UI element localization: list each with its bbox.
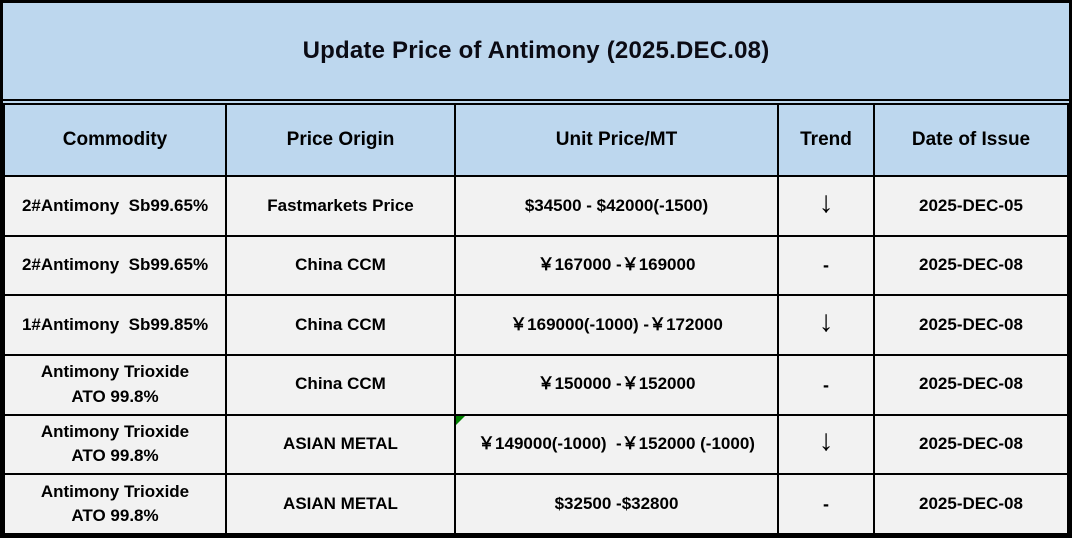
date-of-issue-cell: 2025-DEC-08 (873, 294, 1069, 356)
table-row: 2#Antimony Sb99.65% Fastmarkets Price $345… (3, 175, 1069, 237)
column-header-commodity: Commodity (3, 103, 227, 177)
date-of-issue-cell: 2025-DEC-08 (873, 353, 1069, 416)
unit-price-cell: $34500 - $42000(-1500) (454, 175, 779, 237)
column-header-unit-price: Unit Price/MT (454, 103, 779, 177)
commodity-cell: 2#Antimony Sb99.65% (3, 234, 227, 297)
unit-price-cell: ￥149000(-1000) -￥152000 (-1000) (454, 413, 779, 476)
trend-cell: - (777, 234, 875, 297)
table-row: Antimony Trioxide ATO 99.8% ASIAN METAL ￥1… (3, 413, 1069, 476)
price-origin-cell: ASIAN METAL (225, 473, 456, 535)
price-origin-cell: China CCM (225, 294, 456, 356)
commodity-cell: Antimony Trioxide ATO 99.8% (3, 473, 227, 535)
price-table: Commodity Price Origin Unit Price/MT Tre… (3, 103, 1069, 535)
commodity-cell: 2#Antimony Sb99.65% (3, 175, 227, 237)
title-bar: Update Price of Antimony (2025.DEC.08) (3, 3, 1069, 101)
unit-price-cell: $32500 -$32800 (454, 473, 779, 535)
unit-price-cell: ￥169000(-1000) -￥172000 (454, 294, 779, 356)
column-header-date-of-issue: Date of Issue (873, 103, 1069, 177)
trend-down-arrow-icon: ↓ (777, 294, 875, 356)
table-row: Antimony Trioxide ATO 99.8% China CCM ￥150… (3, 353, 1069, 416)
page-title: Update Price of Antimony (2025.DEC.08) (302, 37, 770, 64)
commodity-cell: Antimony Trioxide ATO 99.8% (3, 413, 227, 476)
table-row: 2#Antimony Sb99.65% China CCM ￥167000 -￥16… (3, 234, 1069, 297)
price-origin-cell: China CCM (225, 353, 456, 416)
column-header-trend: Trend (777, 103, 875, 177)
price-origin-cell: China CCM (225, 234, 456, 297)
table-body: 2#Antimony Sb99.65% Fastmarkets Price $345… (3, 175, 1069, 535)
unit-price-cell: ￥150000 -￥152000 (454, 353, 779, 416)
unit-price-cell: ￥167000 -￥169000 (454, 234, 779, 297)
trend-down-arrow-icon: ↓ (777, 175, 875, 237)
trend-down-arrow-icon: ↓ (777, 413, 875, 476)
table-row: 1#Antimony Sb99.85% China CCM ￥169000(-100… (3, 294, 1069, 356)
table-row: Antimony Trioxide ATO 99.8% ASIAN METAL $3… (3, 473, 1069, 535)
column-header-price-origin: Price Origin (225, 103, 456, 177)
commodity-cell: 1#Antimony Sb99.85% (3, 294, 227, 356)
price-origin-cell: ASIAN METAL (225, 413, 456, 476)
price-origin-cell: Fastmarkets Price (225, 175, 456, 237)
table-header: Commodity Price Origin Unit Price/MT Tre… (3, 103, 1069, 177)
title-table-divider (3, 101, 1069, 103)
cell-comment-triangle-icon (457, 416, 465, 425)
commodity-cell: Antimony Trioxide ATO 99.8% (3, 353, 227, 416)
trend-cell: - (777, 473, 875, 535)
date-of-issue-cell: 2025-DEC-08 (873, 234, 1069, 297)
date-of-issue-cell: 2025-DEC-08 (873, 413, 1069, 476)
header-row: Commodity Price Origin Unit Price/MT Tre… (3, 103, 1069, 177)
date-of-issue-cell: 2025-DEC-05 (873, 175, 1069, 237)
trend-cell: - (777, 353, 875, 416)
date-of-issue-cell: 2025-DEC-08 (873, 473, 1069, 535)
